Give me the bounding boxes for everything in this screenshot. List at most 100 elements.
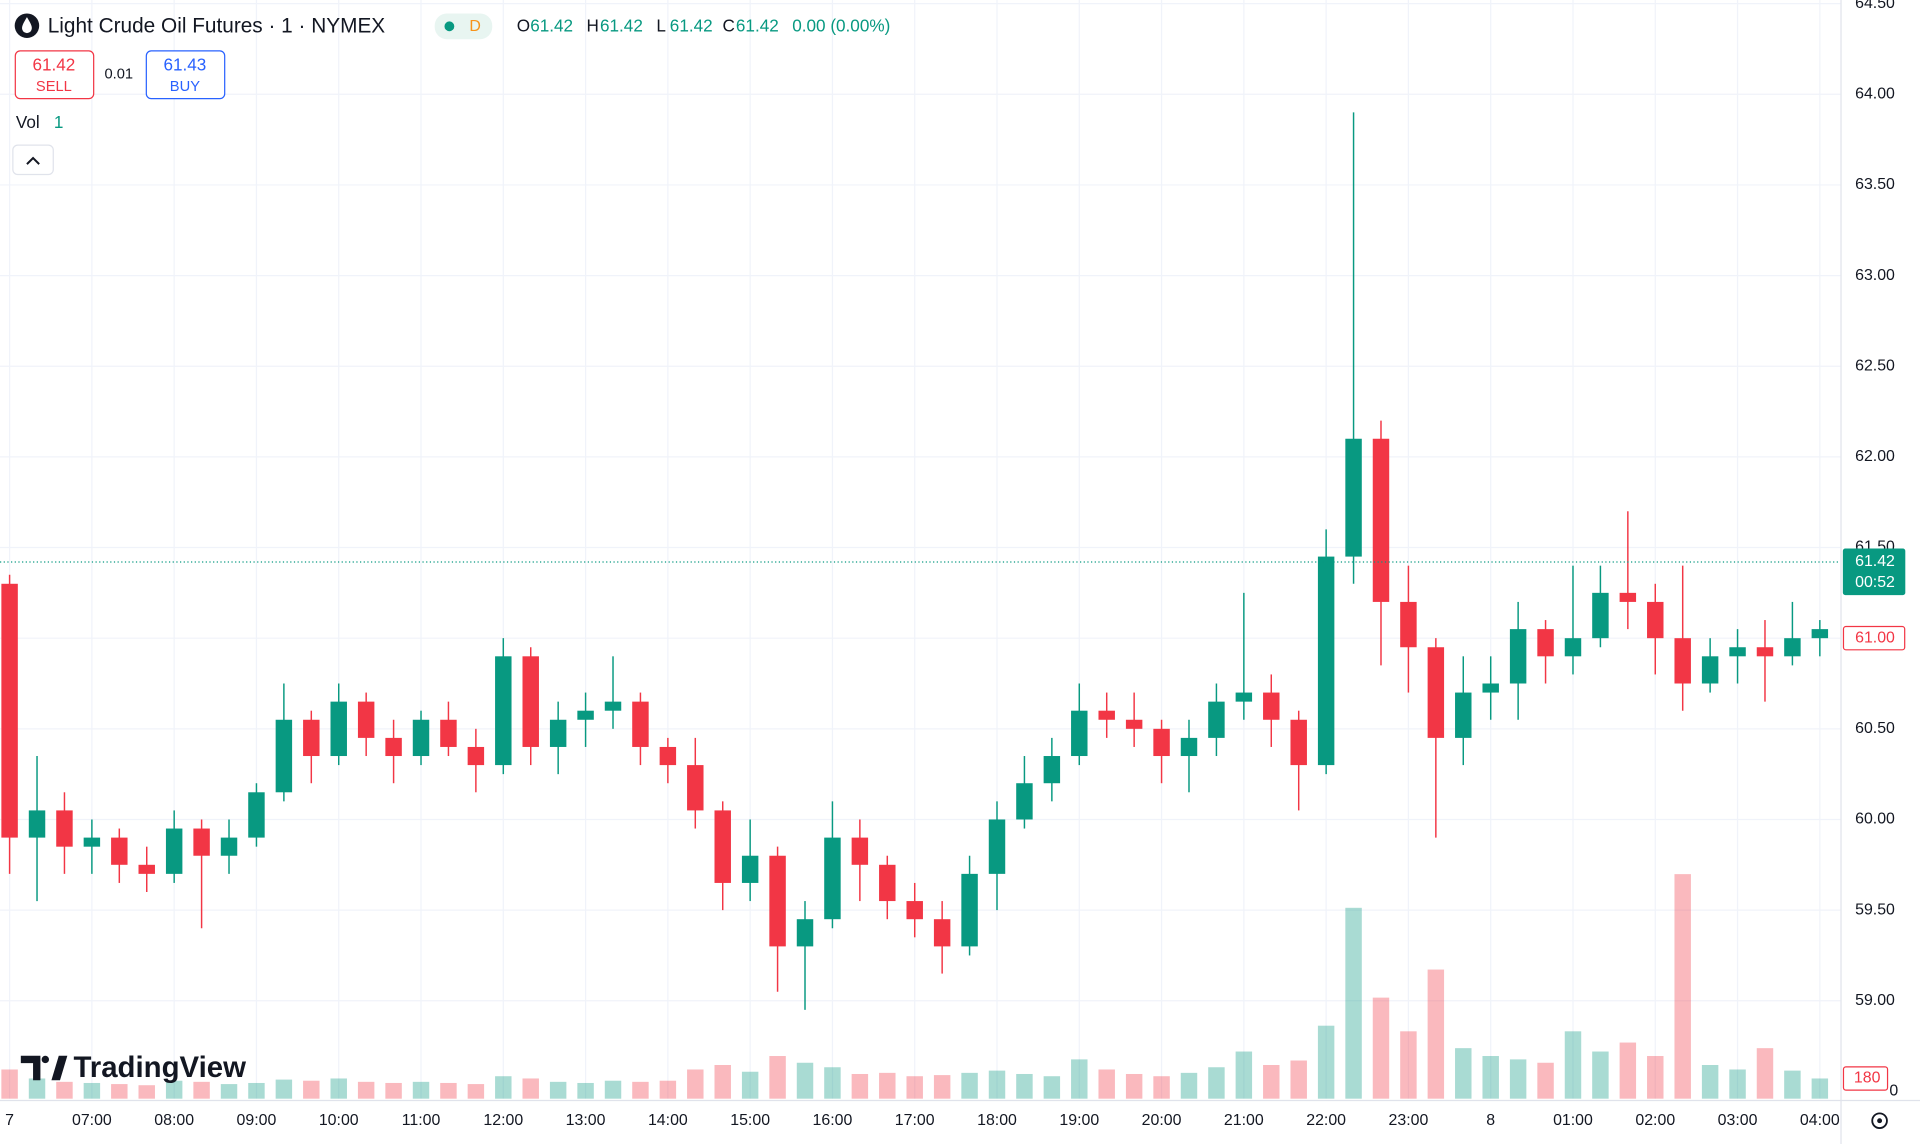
candle-body: [1, 583, 18, 838]
volume-bar: [906, 1076, 923, 1099]
line-price-label: 61.00: [1855, 629, 1895, 646]
x-tick-label: 20:00: [1142, 1112, 1182, 1129]
volume-bar: [1208, 1067, 1225, 1099]
candle-body: [1701, 656, 1719, 684]
volume-bar: [988, 1070, 1006, 1099]
volume-bar: [1180, 1072, 1198, 1099]
volume-bar: [357, 1081, 375, 1099]
x-tick-label: 23:00: [1389, 1112, 1429, 1129]
volume-bar: [1647, 1056, 1664, 1099]
volume-bar: [632, 1081, 649, 1099]
volume-bar: [933, 1075, 951, 1099]
volume-bar: [1125, 1073, 1143, 1099]
volume-bar: [659, 1080, 677, 1099]
volume-bar: [1592, 1051, 1609, 1099]
chevron-icon: [26, 156, 40, 165]
volume-bar: [1619, 1042, 1637, 1099]
vol-legend-value: 1: [54, 112, 64, 132]
collapse-button[interactable]: [12, 144, 54, 176]
candles: [1, 112, 1829, 1010]
volume-bar: [714, 1064, 731, 1099]
candle-body: [522, 656, 539, 747]
candle-body: [879, 864, 896, 902]
candle-body: [1317, 556, 1335, 766]
candle-body: [1537, 629, 1554, 657]
x-tick-label: 10:00: [319, 1112, 359, 1129]
candle-body: [1482, 683, 1499, 693]
candle-body: [906, 901, 923, 920]
candle-body: [1345, 438, 1362, 557]
ohlc-label: O: [517, 15, 530, 35]
volume-bar: [495, 1076, 512, 1099]
volume-bar: [467, 1084, 485, 1099]
candle-body: [440, 719, 457, 747]
y-tick-label: 63.50: [1855, 176, 1895, 193]
candle-body: [385, 737, 402, 757]
candle-body: [1098, 710, 1115, 720]
x-tick-label: 18:00: [977, 1112, 1017, 1129]
candle-body: [330, 701, 347, 757]
settings-icon[interactable]: [1871, 1112, 1888, 1129]
volume-bar: [1427, 969, 1445, 1099]
candle-body: [1509, 629, 1527, 684]
volume-bar: [193, 1081, 210, 1099]
x-tick-label: 13:00: [566, 1112, 606, 1129]
volume-bar: [165, 1080, 183, 1099]
x-tick-label: 07:00: [72, 1112, 112, 1129]
ohlc-label: H: [587, 15, 599, 35]
candle-body: [1208, 701, 1225, 738]
change: 0.00 (0.00%): [792, 15, 890, 35]
candle-body: [165, 828, 183, 874]
x-tick-label: 14:00: [648, 1112, 688, 1129]
volume-bar: [1784, 1070, 1801, 1099]
volume-bar: [1016, 1073, 1033, 1099]
x-tick-label: 17:00: [895, 1112, 935, 1129]
settings-icon-dot: [1877, 1118, 1883, 1124]
x-tick-label: 01:00: [1553, 1112, 1593, 1129]
status-pill[interactable]: [434, 13, 493, 40]
volume-bar: [577, 1082, 594, 1099]
candle-body: [1729, 647, 1746, 657]
x-tick-label: 09:00: [237, 1112, 277, 1129]
interval-badge: D: [469, 18, 480, 35]
watermark-logo: [20, 1055, 68, 1081]
candle-body: [1263, 692, 1280, 720]
volume-bar: [303, 1080, 320, 1099]
x-tick-label: 21:00: [1224, 1112, 1264, 1129]
volume-bar: [1071, 1059, 1088, 1099]
x-tick-label: 19:00: [1059, 1112, 1099, 1129]
ohlc-value: 61.42: [530, 15, 573, 35]
symbol-title[interactable]: Light Crude Oil Futures · 1 · NYMEX: [48, 14, 386, 37]
candle-body: [659, 746, 677, 766]
candle-body: [1043, 756, 1061, 784]
candle-body: [1564, 638, 1582, 657]
candle-body: [303, 719, 320, 757]
volume-bar: [1153, 1076, 1170, 1099]
volume-bar: [604, 1080, 622, 1099]
volume-bar: [1, 1069, 18, 1099]
y-tick-label: 63.00: [1855, 267, 1895, 284]
buy-label: BUY: [170, 79, 200, 95]
volume-bar: [1509, 1059, 1527, 1099]
volume-bar: [385, 1082, 402, 1099]
sell-label: SELL: [36, 79, 72, 95]
sell-button[interactable]: [14, 50, 95, 100]
y-tick-label: 59.00: [1855, 992, 1895, 1009]
volume-bar: [1317, 1025, 1335, 1099]
y-tick-label: 59.50: [1855, 901, 1895, 918]
volume-bar: [111, 1084, 128, 1099]
candle-body: [1180, 737, 1198, 757]
volume-bar: [879, 1072, 896, 1099]
candle-body: [1647, 601, 1664, 639]
buy-button[interactable]: [145, 50, 226, 100]
buy-price: 61.43: [163, 55, 206, 75]
candle-body: [412, 719, 430, 757]
candle-body: [138, 864, 155, 874]
ohlc-value: 61.42: [736, 15, 779, 35]
candle-body: [1235, 692, 1253, 702]
x-tick-label: 8: [1486, 1112, 1495, 1129]
candle-body: [83, 837, 101, 847]
ohlc-label: L: [656, 15, 666, 35]
drop-icon: [22, 17, 32, 34]
